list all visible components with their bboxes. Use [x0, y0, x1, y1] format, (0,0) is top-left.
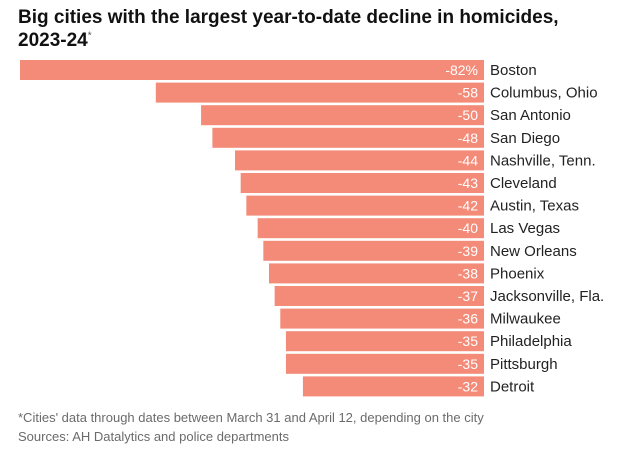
category-label: Detroit	[490, 378, 535, 395]
bar	[263, 240, 484, 261]
category-label: Las Vegas	[490, 220, 560, 237]
category-label: Boston	[490, 62, 537, 79]
bar	[280, 308, 484, 329]
bar-value-label: -43	[458, 175, 478, 191]
bar-value-label: -35	[458, 356, 478, 372]
footnote-note: *Cities' data through dates between Marc…	[18, 410, 484, 425]
bar	[274, 286, 484, 306]
bar	[257, 218, 484, 239]
footnote: *Cities' data through dates between Marc…	[18, 408, 618, 446]
category-label: Milwaukee	[490, 311, 561, 328]
category-label: Columbus, Ohio	[490, 85, 598, 102]
bar-value-label: -40	[458, 220, 478, 236]
bar-value-label: -82%	[445, 62, 478, 78]
bar	[268, 263, 484, 284]
bar	[246, 195, 484, 216]
bar	[285, 353, 484, 374]
category-label: San Antonio	[490, 107, 571, 124]
bar-value-label: -50	[458, 107, 478, 123]
chart-title: Big cities with the largest year-to-date…	[18, 6, 608, 52]
bar-value-label: -36	[458, 311, 478, 327]
bar	[201, 105, 484, 126]
bar-value-label: -48	[458, 130, 478, 146]
bar	[302, 376, 484, 397]
bar-value-label: -38	[458, 265, 478, 281]
bar	[212, 127, 484, 148]
category-label: Austin, Texas	[490, 198, 579, 215]
bars-group: -82% Boston -58 Columbus, Ohio -50 San Antoni…	[20, 60, 604, 397]
bar-value-label: -35	[458, 333, 478, 349]
category-label: Phoenix	[490, 265, 545, 282]
category-label: Nashville, Tenn.	[490, 152, 596, 169]
title-footnote-marker: *	[87, 30, 92, 42]
bar	[285, 331, 484, 352]
bar-value-label: -44	[458, 152, 478, 168]
bar	[240, 173, 484, 193]
footnote-sources: Sources: AH Datalytics and police depart…	[18, 429, 289, 444]
category-label: New Orleans	[490, 243, 577, 260]
category-label: San Diego	[490, 130, 560, 147]
category-label: Philadelphia	[490, 333, 572, 350]
category-label: Jacksonville, Fla.	[490, 288, 604, 305]
category-label: Cleveland	[490, 175, 557, 192]
bar-value-label: -37	[458, 288, 478, 304]
bar-value-label: -32	[458, 378, 478, 394]
bar-value-label: -39	[458, 243, 478, 259]
bar	[20, 60, 484, 80]
chart-title-text: Big cities with the largest year-to-date…	[18, 7, 559, 51]
bar	[235, 150, 484, 171]
category-label: Pittsburgh	[490, 356, 558, 373]
bar	[155, 82, 484, 103]
bar-value-label: -42	[458, 198, 478, 214]
bar-value-label: -58	[458, 85, 478, 101]
